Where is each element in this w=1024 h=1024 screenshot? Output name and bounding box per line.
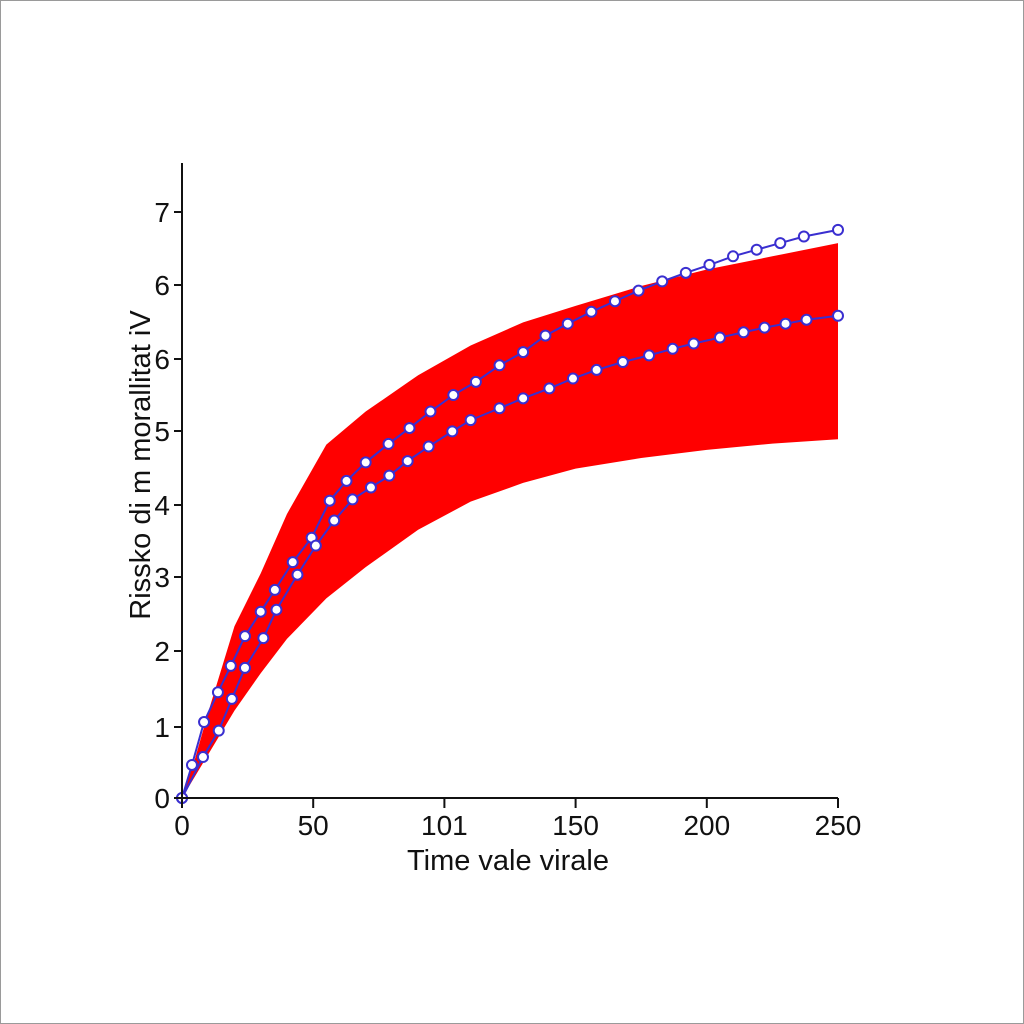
- data-point-marker: [424, 405, 437, 418]
- data-point-marker: [800, 313, 813, 326]
- data-point-marker: [464, 414, 477, 427]
- data-point-marker: [666, 342, 679, 355]
- data-point-marker: [359, 456, 372, 469]
- y-tick-label: 6: [154, 344, 170, 375]
- data-point-marker: [758, 321, 771, 334]
- data-point-marker: [493, 359, 506, 372]
- x-tick-label: 200: [683, 810, 730, 841]
- x-tick-label: 250: [815, 810, 862, 841]
- axes: [181, 163, 838, 799]
- data-point-marker: [656, 275, 669, 288]
- data-point-marker: [517, 346, 530, 359]
- data-point-marker: [198, 716, 211, 729]
- data-point-marker: [797, 230, 810, 243]
- data-point-marker: [309, 539, 322, 552]
- series-lower: [176, 309, 844, 804]
- data-point-marker: [257, 632, 270, 645]
- data-point-marker: [238, 630, 251, 643]
- y-tick-label: 5: [154, 416, 170, 447]
- x-tick-label: 150: [552, 810, 599, 841]
- data-point-marker: [346, 493, 359, 506]
- data-point-marker: [561, 317, 574, 330]
- y-tick-label: 7: [154, 197, 170, 228]
- data-point-marker: [493, 402, 506, 415]
- data-point-marker: [364, 481, 377, 494]
- confidence-band: [182, 243, 838, 798]
- data-point-marker: [469, 375, 482, 388]
- data-point-marker: [211, 686, 224, 699]
- data-point-marker: [340, 474, 353, 487]
- data-point-marker: [679, 266, 692, 279]
- y-tick-label: 3: [154, 562, 170, 593]
- data-point-marker: [225, 692, 238, 705]
- data-point-marker: [750, 243, 763, 256]
- data-point-marker: [422, 440, 435, 453]
- y-tick-label: 4: [154, 490, 170, 521]
- data-point-marker: [727, 250, 740, 263]
- data-point-marker: [616, 356, 629, 369]
- data-series: [176, 223, 844, 804]
- y-tick-label: 2: [154, 636, 170, 667]
- x-axis-ticks: 0 50 101 150 200 250: [174, 798, 861, 841]
- data-point-marker: [539, 329, 552, 342]
- x-tick-label: 0: [174, 810, 190, 841]
- data-point-marker: [632, 284, 645, 297]
- data-point-marker: [608, 295, 621, 308]
- data-point-marker: [328, 514, 341, 527]
- data-point-marker: [270, 603, 283, 616]
- data-point-marker: [779, 317, 792, 330]
- data-point-marker: [447, 389, 460, 402]
- data-point-marker: [543, 382, 556, 395]
- band-area: [182, 243, 838, 798]
- data-point-marker: [401, 455, 414, 468]
- data-point-marker: [643, 349, 656, 362]
- data-point-marker: [185, 758, 198, 771]
- data-point-marker: [238, 661, 251, 674]
- data-point-marker: [590, 363, 603, 376]
- y-axis-ticks: 0 1 2 3 4 5 6 6 7: [154, 197, 182, 814]
- data-point-marker: [291, 568, 304, 581]
- data-point-marker: [286, 556, 299, 569]
- data-point-marker: [713, 331, 726, 344]
- data-point-marker: [737, 326, 750, 339]
- data-point-marker: [774, 237, 787, 250]
- data-point-marker: [403, 422, 416, 435]
- data-point-marker: [212, 724, 225, 737]
- data-point-marker: [703, 258, 716, 271]
- data-point-marker: [517, 392, 530, 405]
- data-point-marker: [446, 425, 459, 438]
- data-point-marker: [585, 305, 598, 318]
- data-point-marker: [196, 751, 209, 764]
- data-point-marker: [832, 223, 844, 236]
- y-tick-label: 0: [154, 783, 170, 814]
- data-point-marker: [566, 372, 579, 385]
- data-point-marker: [224, 659, 237, 672]
- y-tick-label: 6: [154, 270, 170, 301]
- data-point-marker: [382, 437, 395, 450]
- data-point-marker: [254, 605, 267, 618]
- y-tick-label: 1: [154, 712, 170, 743]
- y-axis-title: Rissko di m morallitat iV: [125, 310, 157, 620]
- x-tick-label: 50: [298, 810, 329, 841]
- x-tick-label: 101: [421, 810, 468, 841]
- data-point-marker: [687, 337, 700, 350]
- data-point-marker: [383, 469, 396, 482]
- series-upper: [176, 223, 844, 804]
- data-point-marker: [268, 583, 281, 596]
- x-axis-title: Time vale virale: [407, 845, 609, 877]
- data-point-marker: [832, 309, 844, 322]
- data-point-marker: [323, 494, 336, 507]
